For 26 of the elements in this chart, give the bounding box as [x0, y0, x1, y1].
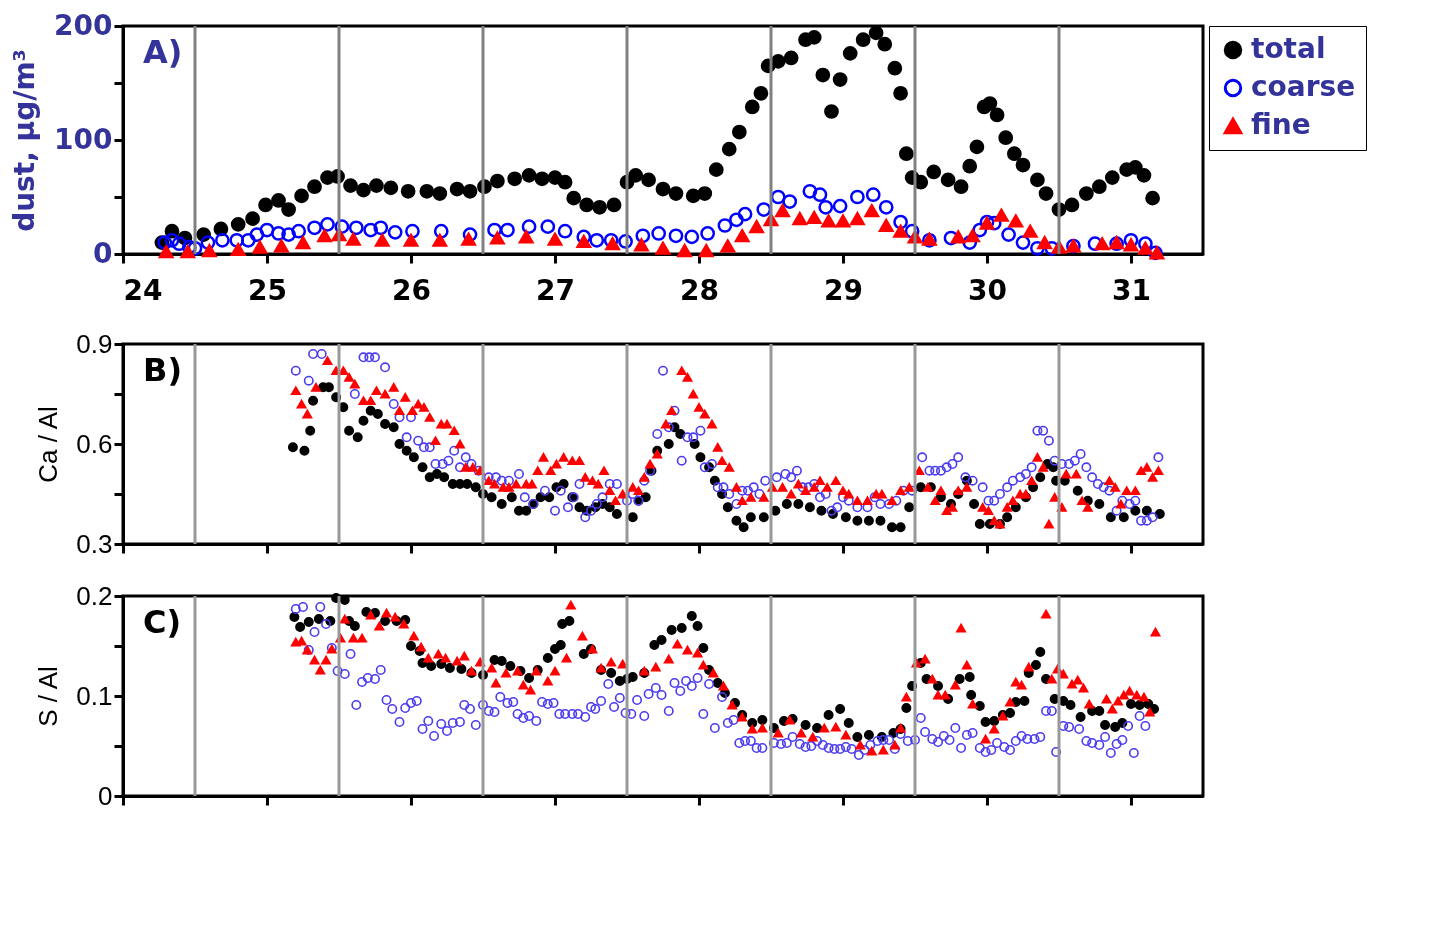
y-tick-label: 0.6 [76, 428, 113, 459]
x-tick-label: 28 [680, 273, 719, 307]
y-tick-label: 0.2 [76, 580, 113, 611]
y-tick-label: 0 [98, 780, 113, 811]
annotation: C) [143, 603, 182, 641]
legend-label: coarse [1251, 70, 1356, 103]
annotation: A) [143, 33, 183, 71]
y-tick-label: 0.3 [76, 528, 113, 559]
legend-label: fine [1251, 108, 1311, 141]
x-tick-label: 27 [536, 273, 575, 307]
x-tick-label: 26 [392, 273, 431, 307]
y-tick-label: 0.1 [76, 680, 113, 711]
y-axis-title: S / Al [33, 666, 64, 727]
x-tick-label: 30 [968, 273, 1007, 307]
y-axis-title: Ca / Al [33, 406, 64, 483]
x-tick-label: 31 [1112, 273, 1151, 307]
y-tick-label: 100 [54, 122, 113, 156]
x-tick-label: 24 [123, 273, 163, 307]
annotation: B) [143, 351, 183, 389]
y-axis-title: dust, µg/m³ [8, 49, 42, 232]
y-tick-label: 0.9 [76, 328, 113, 359]
x-tick-label: 29 [824, 273, 863, 307]
legend-label: total [1251, 32, 1326, 65]
y-tick-label: 0 [93, 236, 113, 270]
y-tick-label: 200 [54, 8, 113, 42]
x-tick-label: 25 [248, 273, 287, 307]
